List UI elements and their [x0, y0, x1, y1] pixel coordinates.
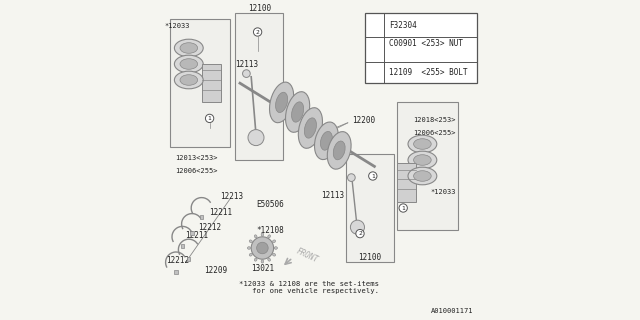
Text: E50506: E50506 [257, 200, 284, 209]
Bar [187, 257, 191, 261]
Text: 12213: 12213 [220, 192, 244, 201]
Circle shape [356, 229, 364, 238]
Ellipse shape [413, 139, 431, 149]
Text: NS: NS [203, 66, 212, 75]
Ellipse shape [268, 258, 271, 261]
Ellipse shape [408, 151, 436, 169]
Text: 12100: 12100 [248, 4, 271, 12]
Text: 12212: 12212 [198, 223, 221, 232]
Ellipse shape [249, 240, 252, 243]
Bar [236, 13, 283, 160]
Ellipse shape [408, 135, 436, 153]
Text: 12109  <255> BOLT: 12109 <255> BOLT [388, 68, 467, 77]
Circle shape [369, 172, 377, 180]
Text: 12006<255>: 12006<255> [175, 168, 218, 174]
Circle shape [248, 130, 264, 146]
Ellipse shape [254, 235, 257, 238]
Ellipse shape [413, 171, 431, 181]
Ellipse shape [174, 55, 204, 73]
Ellipse shape [180, 59, 198, 69]
Circle shape [253, 28, 262, 36]
Bar [202, 64, 221, 102]
Bar [170, 19, 230, 147]
Ellipse shape [321, 132, 332, 150]
Text: 2: 2 [358, 231, 362, 236]
Ellipse shape [292, 102, 303, 122]
Text: 12006<255>: 12006<255> [413, 130, 455, 136]
Text: FRONT: FRONT [294, 247, 319, 265]
Text: 1: 1 [372, 23, 376, 28]
Circle shape [205, 114, 214, 123]
Bar [397, 163, 416, 202]
Circle shape [243, 70, 250, 77]
Circle shape [348, 174, 355, 181]
Text: 1: 1 [371, 173, 374, 179]
Text: 12212: 12212 [166, 256, 189, 265]
Ellipse shape [180, 43, 198, 53]
Ellipse shape [273, 240, 276, 243]
Ellipse shape [261, 233, 264, 236]
Text: 12013<253>: 12013<253> [175, 156, 218, 161]
Ellipse shape [174, 71, 204, 89]
Ellipse shape [249, 253, 252, 256]
Text: 12209: 12209 [204, 266, 228, 275]
Ellipse shape [305, 118, 316, 138]
Bar [346, 154, 394, 262]
Text: *12033 & 12108 are the set-items
   for one vehicle respectively.: *12033 & 12108 are the set-items for one… [239, 282, 379, 294]
Ellipse shape [276, 92, 287, 113]
Text: 2: 2 [256, 29, 259, 35]
Circle shape [369, 20, 379, 30]
Ellipse shape [327, 132, 351, 169]
Text: *12108: *12108 [257, 226, 284, 235]
Bar [200, 215, 204, 219]
Ellipse shape [298, 108, 323, 148]
Text: 12018<253>: 12018<253> [413, 117, 455, 123]
Bar [191, 231, 193, 235]
Text: C00901 <253> NUT: C00901 <253> NUT [388, 39, 463, 48]
Ellipse shape [285, 92, 310, 132]
Text: *12033: *12033 [165, 23, 190, 28]
Circle shape [351, 220, 365, 234]
Ellipse shape [273, 253, 276, 256]
Ellipse shape [268, 235, 271, 238]
Bar [174, 270, 178, 274]
Ellipse shape [275, 247, 278, 249]
Ellipse shape [333, 141, 345, 160]
Text: *12033: *12033 [430, 189, 456, 195]
Bar [397, 102, 458, 230]
Ellipse shape [248, 247, 251, 249]
Ellipse shape [254, 258, 257, 261]
Text: 12211: 12211 [209, 208, 232, 217]
Text: NS: NS [405, 188, 414, 196]
Ellipse shape [174, 39, 204, 57]
Text: 12211: 12211 [185, 231, 209, 240]
Text: 12100: 12100 [358, 253, 381, 262]
Ellipse shape [261, 260, 264, 263]
Text: F32304: F32304 [388, 20, 417, 30]
Text: 12113: 12113 [321, 191, 344, 200]
Text: 2: 2 [372, 48, 376, 52]
Text: 12200: 12200 [352, 116, 375, 124]
Circle shape [251, 237, 274, 259]
Ellipse shape [314, 122, 339, 160]
Ellipse shape [413, 155, 431, 165]
Circle shape [257, 242, 268, 254]
Bar [365, 13, 477, 83]
Circle shape [369, 45, 379, 55]
Ellipse shape [269, 82, 294, 123]
Text: A010001171: A010001171 [431, 308, 474, 314]
Bar [181, 244, 184, 248]
Text: 12113: 12113 [235, 60, 258, 68]
Text: 13021: 13021 [251, 264, 274, 273]
Circle shape [399, 204, 408, 212]
Text: 1: 1 [208, 116, 211, 121]
Ellipse shape [408, 167, 436, 185]
Ellipse shape [180, 75, 198, 85]
Text: 1: 1 [401, 205, 405, 211]
